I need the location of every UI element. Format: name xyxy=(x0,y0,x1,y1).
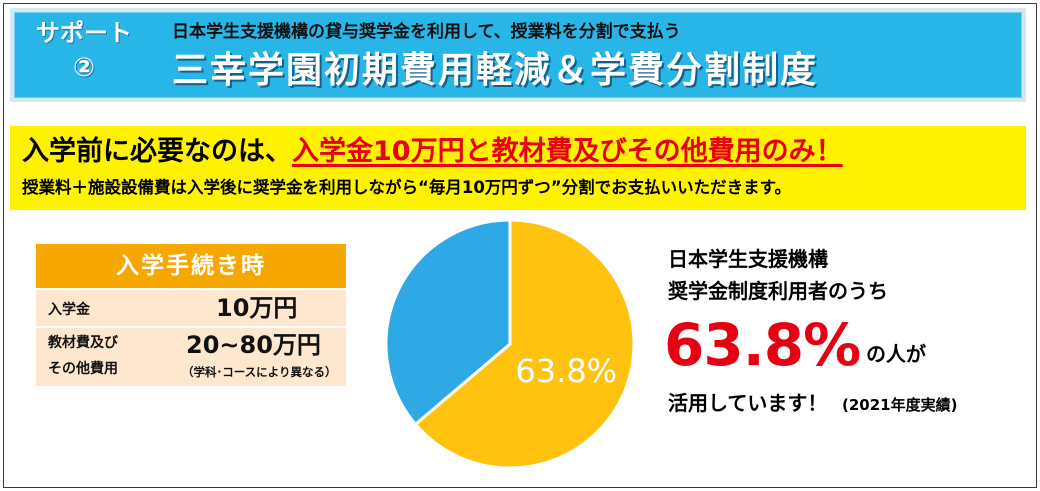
notice-band: 入学前に必要なのは、入学金10万円と教材費及びその他費用のみ！ 授業料＋施設設備… xyxy=(10,126,1026,210)
admission-fee-label: 入学金 xyxy=(48,302,90,318)
pie-slice-1 xyxy=(384,218,512,427)
big-percentage: 63.8% xyxy=(664,311,861,379)
header-subtitle: 日本学生支援機構の貸与奨学金を利用して、授業料を分割で支払う xyxy=(172,22,681,42)
materials-label-line1: 教材費及び xyxy=(48,335,118,351)
stat-line3: 活用しています！ xyxy=(668,391,828,415)
materials-fee-note: （学科･コースにより異なる） xyxy=(182,365,337,379)
admission-fee-value: 10万円 xyxy=(216,294,298,322)
notice-headline-prefix: 入学前に必要なのは、 xyxy=(22,136,292,167)
stat-line2: 奨学金制度利用者のうち xyxy=(668,279,888,303)
cost-row-admission: 入学金 10万円 xyxy=(36,290,346,326)
header-title: 三幸学園初期費用軽減＆学費分割制度 xyxy=(172,50,819,91)
pie-slice-label-0: 63.8% xyxy=(515,352,617,390)
year-note: (2021年度実績) xyxy=(842,396,958,414)
enrollment-cost-box: 入学手続き時 入学金 10万円 教材費及び その他費用 20~80万円 （学科･… xyxy=(36,244,346,386)
outer-frame xyxy=(3,3,1037,488)
notice-headline-highlight: 入学金10万円と教材費及びその他費用のみ！ xyxy=(292,136,843,167)
percentage-suffix: の人が xyxy=(866,342,926,366)
materials-fee-value: 20~80万円 xyxy=(186,331,321,359)
materials-label-line2: その他費用 xyxy=(48,361,118,377)
stat-line1: 日本学生支援機構 xyxy=(668,247,828,271)
support-number: ② xyxy=(72,53,95,83)
enrollment-heading: 入学手続き時 xyxy=(36,244,346,288)
notice-headline: 入学前に必要なのは、入学金10万円と教材費及びその他費用のみ！ xyxy=(22,134,843,170)
cost-row-materials: 教材費及び その他費用 20~80万円 （学科･コースにより異なる） xyxy=(36,328,346,386)
usage-pie-chart: 63.8% xyxy=(384,218,636,470)
notice-detail: 授業料＋施設設備費は入学後に奨学金を利用しながら“毎月10万円ずつ”分割でお支払… xyxy=(22,178,791,197)
header-banner: サポート ② 日本学生支援機構の貸与奨学金を利用して、授業料を分割で支払う 三幸… xyxy=(10,8,1026,102)
pie-slice-0 xyxy=(413,218,636,470)
support-label: サポート xyxy=(36,19,132,47)
